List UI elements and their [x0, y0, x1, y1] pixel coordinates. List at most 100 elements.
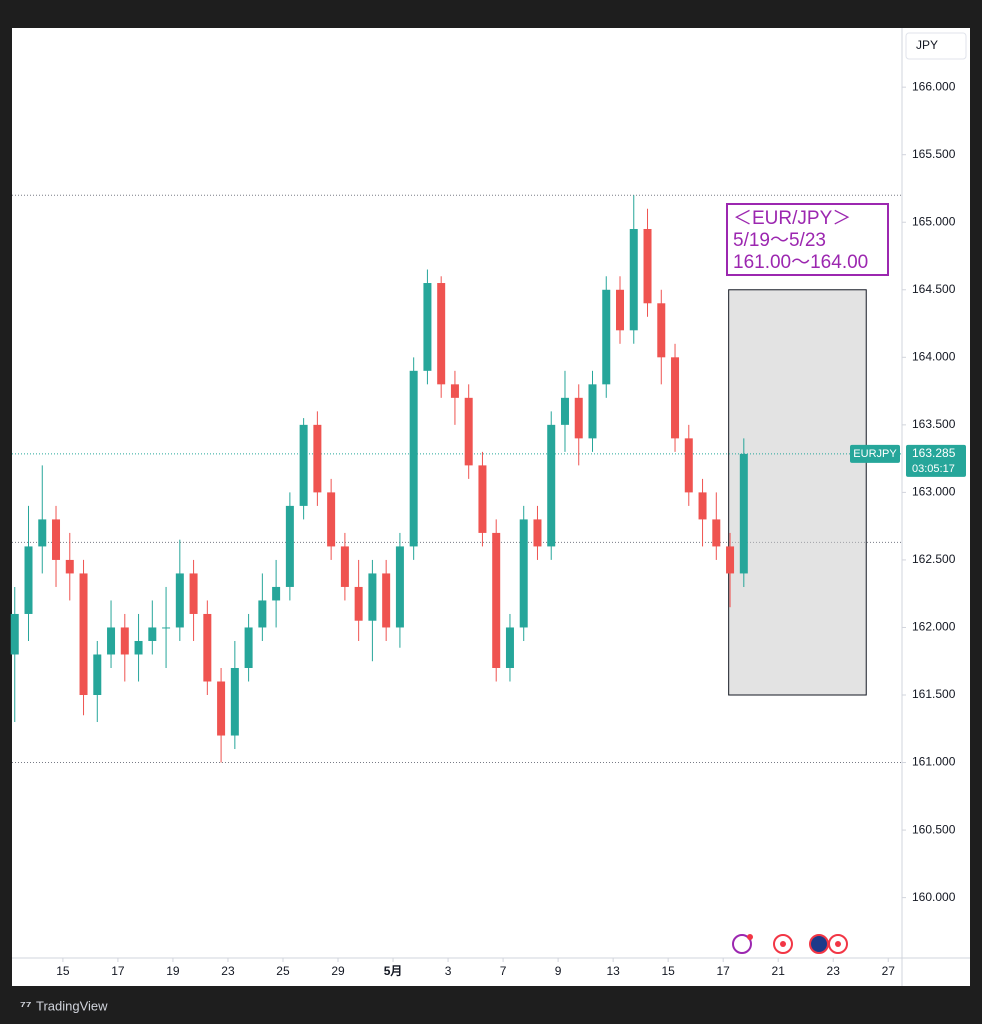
candle-body	[505, 627, 514, 668]
y-tick-label: 165.000	[912, 214, 956, 228]
event-dot	[835, 941, 841, 947]
range-box	[728, 289, 867, 696]
candle-body	[148, 627, 157, 641]
candle-body	[519, 519, 528, 628]
candle-body	[560, 397, 569, 425]
candle-body	[602, 289, 611, 385]
x-tick-label: 17	[716, 964, 730, 978]
candle-body	[698, 492, 707, 520]
event-icons[interactable]	[732, 934, 848, 954]
candle-body	[712, 519, 721, 547]
x-tick-label: 23	[221, 964, 235, 978]
x-tick-label: 5月	[384, 964, 403, 978]
x-tick-label: 19	[166, 964, 180, 978]
candle-body	[38, 519, 47, 547]
symbol-label: EURJPY	[853, 448, 897, 460]
candle-body	[258, 600, 267, 628]
candle-body	[671, 357, 680, 439]
candle-body	[657, 303, 666, 358]
symbol-tag	[850, 444, 900, 463]
candle-body	[52, 519, 61, 560]
candle-body	[368, 573, 377, 621]
candle-body	[299, 424, 308, 506]
candle-body	[120, 627, 129, 655]
candle-body	[65, 559, 74, 574]
price-tag	[906, 444, 966, 477]
candle-body	[354, 586, 363, 621]
y-tick-label: 162.000	[912, 620, 956, 634]
candle-body	[175, 573, 184, 628]
x-tick-label: 9	[555, 964, 562, 978]
candle-body	[684, 438, 693, 493]
y-tick-label: 161.000	[912, 755, 956, 769]
x-tick-label: 29	[331, 964, 345, 978]
candle-body	[629, 228, 638, 331]
candle-body	[643, 228, 652, 304]
candle-body	[340, 546, 349, 587]
candle-body	[107, 627, 116, 655]
candle-body	[272, 586, 281, 601]
candle-body	[327, 492, 336, 547]
candle-body	[134, 640, 143, 655]
annotation-text: 161.00～164.00	[733, 252, 868, 273]
countdown: 03:05:17	[912, 463, 955, 475]
y-tick-label: 164.000	[912, 349, 956, 363]
candle-body	[574, 397, 583, 439]
y-tick-label: 160.500	[912, 822, 956, 836]
annotation-box	[726, 203, 889, 276]
candle-body	[450, 384, 459, 398]
price-label: 163.285	[912, 446, 956, 460]
candle-body	[437, 283, 446, 385]
event-dot	[780, 941, 786, 947]
candle-body	[203, 613, 212, 682]
candle-body	[739, 453, 748, 574]
annotation-text: ＜EUR/JPY＞	[733, 208, 851, 229]
logo-mark: ⁷⁷	[20, 998, 32, 1014]
brand: TradingView	[36, 998, 108, 1013]
x-tick-label: 3	[445, 964, 452, 978]
y-tick-label: 160.000	[912, 890, 956, 904]
currency: JPY	[916, 38, 938, 52]
event-dot	[747, 934, 753, 940]
candle-body	[478, 465, 487, 533]
candle-body	[162, 627, 171, 629]
y-tick-label: 163.500	[912, 417, 956, 431]
candle-body	[10, 613, 19, 655]
candle-body	[423, 283, 432, 371]
currency-box[interactable]	[905, 32, 967, 60]
x-tick-label: 27	[882, 964, 896, 978]
candle-body	[616, 289, 625, 331]
candle-body	[464, 397, 473, 466]
candle-body	[395, 546, 404, 628]
candle-body	[189, 573, 198, 614]
y-tick-label: 166.000	[912, 79, 956, 93]
y-tick-label: 162.500	[912, 552, 956, 566]
y-tick-label: 164.500	[912, 282, 956, 296]
x-tick-label: 15	[56, 964, 70, 978]
candle-body	[409, 370, 418, 547]
x-tick-label: 21	[772, 964, 786, 978]
x-tick-label: 7	[500, 964, 507, 978]
candle-body	[382, 573, 391, 628]
candle-body	[244, 627, 253, 668]
y-tick-label: 161.500	[912, 687, 956, 701]
candle-body	[24, 546, 33, 614]
event-icon[interactable]	[732, 934, 752, 954]
candle-body	[93, 654, 102, 696]
x-tick-label: 25	[276, 964, 290, 978]
candle-body	[547, 424, 556, 547]
candle-body	[79, 573, 88, 696]
candle-body	[285, 505, 294, 587]
x-tick-label: 13	[606, 964, 620, 978]
candle-body	[230, 667, 239, 736]
x-tick-label: 23	[827, 964, 841, 978]
x-tick-label: 15	[661, 964, 675, 978]
y-tick-label: 165.500	[912, 147, 956, 161]
event-icon[interactable]	[809, 934, 829, 954]
candle-body	[492, 532, 501, 668]
y-tick-label: 163.000	[912, 485, 956, 499]
candle-body	[217, 681, 226, 736]
candle-body	[588, 384, 597, 439]
